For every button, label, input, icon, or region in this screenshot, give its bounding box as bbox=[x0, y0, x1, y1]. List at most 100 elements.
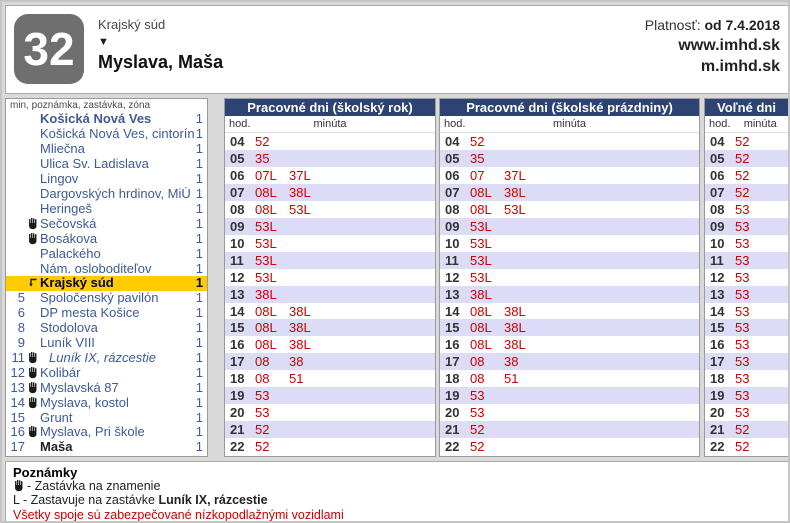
stop-row[interactable]: 14 Myslava, kostol 1 bbox=[6, 395, 207, 410]
timetable-row: 09 53 bbox=[705, 217, 788, 235]
hour-cell: 09 bbox=[445, 218, 460, 234]
stop-row[interactable]: 9 Luník VIII 1 bbox=[6, 336, 207, 351]
minute-cell: 53L bbox=[470, 218, 492, 234]
stop-name[interactable]: Palackého bbox=[40, 246, 101, 261]
stop-name[interactable]: Luník IX, rázcestie bbox=[49, 350, 156, 365]
minute-cell: 53L bbox=[470, 252, 492, 268]
stop-zone: 1 bbox=[195, 424, 203, 440]
stop-row[interactable]: 15 Grunt 1 bbox=[6, 410, 207, 425]
stop-row[interactable]: 12 Kolibár 1 bbox=[6, 365, 207, 380]
stop-zone: 1 bbox=[195, 335, 203, 351]
stop-name[interactable]: Lingov bbox=[40, 172, 79, 187]
stop-row[interactable]: 13 Myslavská 87 1 bbox=[6, 380, 207, 395]
validity-value: od 7.4.2018 bbox=[704, 17, 781, 33]
hour-cell: 21 bbox=[710, 422, 725, 438]
stop-name[interactable]: Nám. osloboditeľov bbox=[40, 261, 152, 276]
hour-cell: 08 bbox=[445, 201, 460, 217]
website-mobile-url: m.imhd.sk bbox=[700, 58, 780, 75]
minute-cell: 52 bbox=[735, 184, 750, 200]
stop-zone: 1 bbox=[195, 111, 203, 127]
stop-name[interactable]: Košická Nová Ves, cintorín bbox=[40, 127, 194, 142]
stop-row[interactable]: Košická Nová Ves, cintorín 1 bbox=[6, 127, 207, 142]
timetable-row: 14 53 bbox=[705, 303, 788, 320]
stop-name[interactable]: Bosákova bbox=[40, 231, 98, 246]
stop-name[interactable]: Mliečna bbox=[40, 142, 85, 157]
hour-cell: 17 bbox=[230, 354, 245, 370]
timetable-row: 22 52 bbox=[440, 438, 699, 455]
hour-cell: 20 bbox=[710, 405, 725, 421]
stop-zone: 1 bbox=[195, 185, 203, 201]
minute-cell: 53L bbox=[470, 235, 492, 251]
stop-name[interactable]: Myslava, Pri škole bbox=[40, 425, 145, 440]
minute-cell: 38L bbox=[255, 286, 277, 302]
stop-row[interactable]: 5 Spoločenský pavilón 1 bbox=[6, 291, 207, 306]
stop-row[interactable]: Ulica Sv. Ladislava 1 bbox=[6, 157, 207, 172]
timetable-row: 13 38L bbox=[225, 285, 435, 303]
stop-row[interactable]: 17 Maša 1 bbox=[6, 440, 207, 455]
minute-cell: 08L bbox=[255, 201, 277, 217]
minute-cell: 52 bbox=[735, 422, 750, 438]
stop-name[interactable]: Ulica Sv. Ladislava bbox=[40, 157, 149, 172]
minute-cell: 52 bbox=[735, 439, 750, 455]
stop-name[interactable]: Grunt bbox=[40, 410, 73, 425]
hour-cell: 07 bbox=[710, 184, 725, 200]
timetable-title: Pracovné dni (školský rok) bbox=[225, 99, 435, 116]
hour-cell: 19 bbox=[710, 388, 725, 404]
stop-name[interactable]: Krajský súd bbox=[40, 276, 114, 291]
stop-name[interactable]: Myslavská 87 bbox=[40, 380, 119, 395]
timetable-subheader: hod. minúta bbox=[440, 116, 699, 133]
timetable-row: 13 38L bbox=[440, 285, 699, 303]
stop-name[interactable]: Maša bbox=[40, 440, 73, 455]
timetable-row: 06 07 37L bbox=[440, 167, 699, 184]
stop-min: 9 bbox=[17, 335, 25, 351]
stop-name[interactable]: DP mesta Košice bbox=[40, 306, 140, 321]
stop-row[interactable]: Lingov 1 bbox=[6, 172, 207, 187]
minute-cell: 38L bbox=[504, 184, 526, 200]
stop-min: 5 bbox=[17, 290, 25, 306]
hour-cell: 18 bbox=[445, 371, 460, 387]
stop-name[interactable]: Luník VIII bbox=[40, 336, 95, 351]
stop-row[interactable]: 6 DP mesta Košice 1 bbox=[6, 306, 207, 321]
stop-name[interactable]: Stodolova bbox=[40, 321, 98, 336]
minute-cell: 38L bbox=[504, 320, 526, 336]
stop-row[interactable]: Mliečna 1 bbox=[6, 142, 207, 157]
hour-cell: 22 bbox=[710, 439, 725, 455]
stop-zone: 1 bbox=[195, 320, 203, 336]
minute-cell: 51 bbox=[289, 371, 304, 387]
stop-name[interactable]: Kolibár bbox=[40, 365, 81, 380]
hour-cell: 05 bbox=[445, 150, 460, 166]
hour-cell: 10 bbox=[445, 235, 460, 251]
stop-row[interactable]: Palackého 1 bbox=[6, 246, 207, 261]
stop-row[interactable]: Nám. osloboditeľov 1 bbox=[6, 261, 207, 276]
stop-name[interactable]: Sečovská bbox=[40, 216, 97, 231]
hour-cell: 08 bbox=[710, 201, 725, 217]
timetable-row: 14 08L 38L bbox=[225, 303, 435, 320]
stop-row[interactable]: Bosákova 1 bbox=[6, 231, 207, 246]
stop-row[interactable]: 8 Stodolova 1 bbox=[6, 321, 207, 336]
stop-name[interactable]: Heringeš bbox=[40, 201, 93, 216]
minute-cell: 53L bbox=[504, 201, 526, 217]
stop-row[interactable]: 11 Luník IX, rázcestie 1 bbox=[6, 350, 207, 366]
hour-column-label: hod. bbox=[709, 118, 731, 130]
stop-name[interactable]: Myslava, kostol bbox=[40, 395, 129, 410]
timetable-row: 21 52 bbox=[225, 421, 435, 439]
hour-cell: 09 bbox=[710, 218, 725, 234]
stop-name[interactable]: Košická Nová Ves bbox=[40, 112, 152, 127]
stop-row[interactable]: Heringeš 1 bbox=[6, 201, 207, 216]
hand-icon bbox=[25, 366, 40, 379]
stop-name[interactable]: Dargovských hrdinov, MiÚ bbox=[40, 186, 191, 201]
stop-zone: 1 bbox=[195, 379, 203, 395]
stops-column-header: min, poznámka, zastávka, zóna bbox=[10, 100, 151, 111]
stop-row[interactable]: Krajský súd 1 bbox=[6, 276, 207, 291]
minute-cell: 53 bbox=[735, 354, 750, 370]
stop-row[interactable]: Dargovských hrdinov, MiÚ 1 bbox=[6, 185, 207, 202]
note-l-stop: L - Zastavuje na zastávke Luník IX, rázc… bbox=[13, 493, 781, 507]
stop-row[interactable]: Sečovská 1 bbox=[6, 216, 207, 231]
stop-row[interactable]: Košická Nová Ves 1 bbox=[6, 112, 207, 127]
stop-name[interactable]: Spoločenský pavilón bbox=[40, 291, 159, 306]
stop-row[interactable]: 16 Myslava, Pri škole 1 bbox=[6, 425, 207, 440]
minute-cell: 08 bbox=[255, 371, 270, 387]
stop-min: 16 bbox=[10, 424, 25, 440]
minute-cell: 08L bbox=[470, 320, 492, 336]
hour-cell: 12 bbox=[710, 269, 725, 285]
